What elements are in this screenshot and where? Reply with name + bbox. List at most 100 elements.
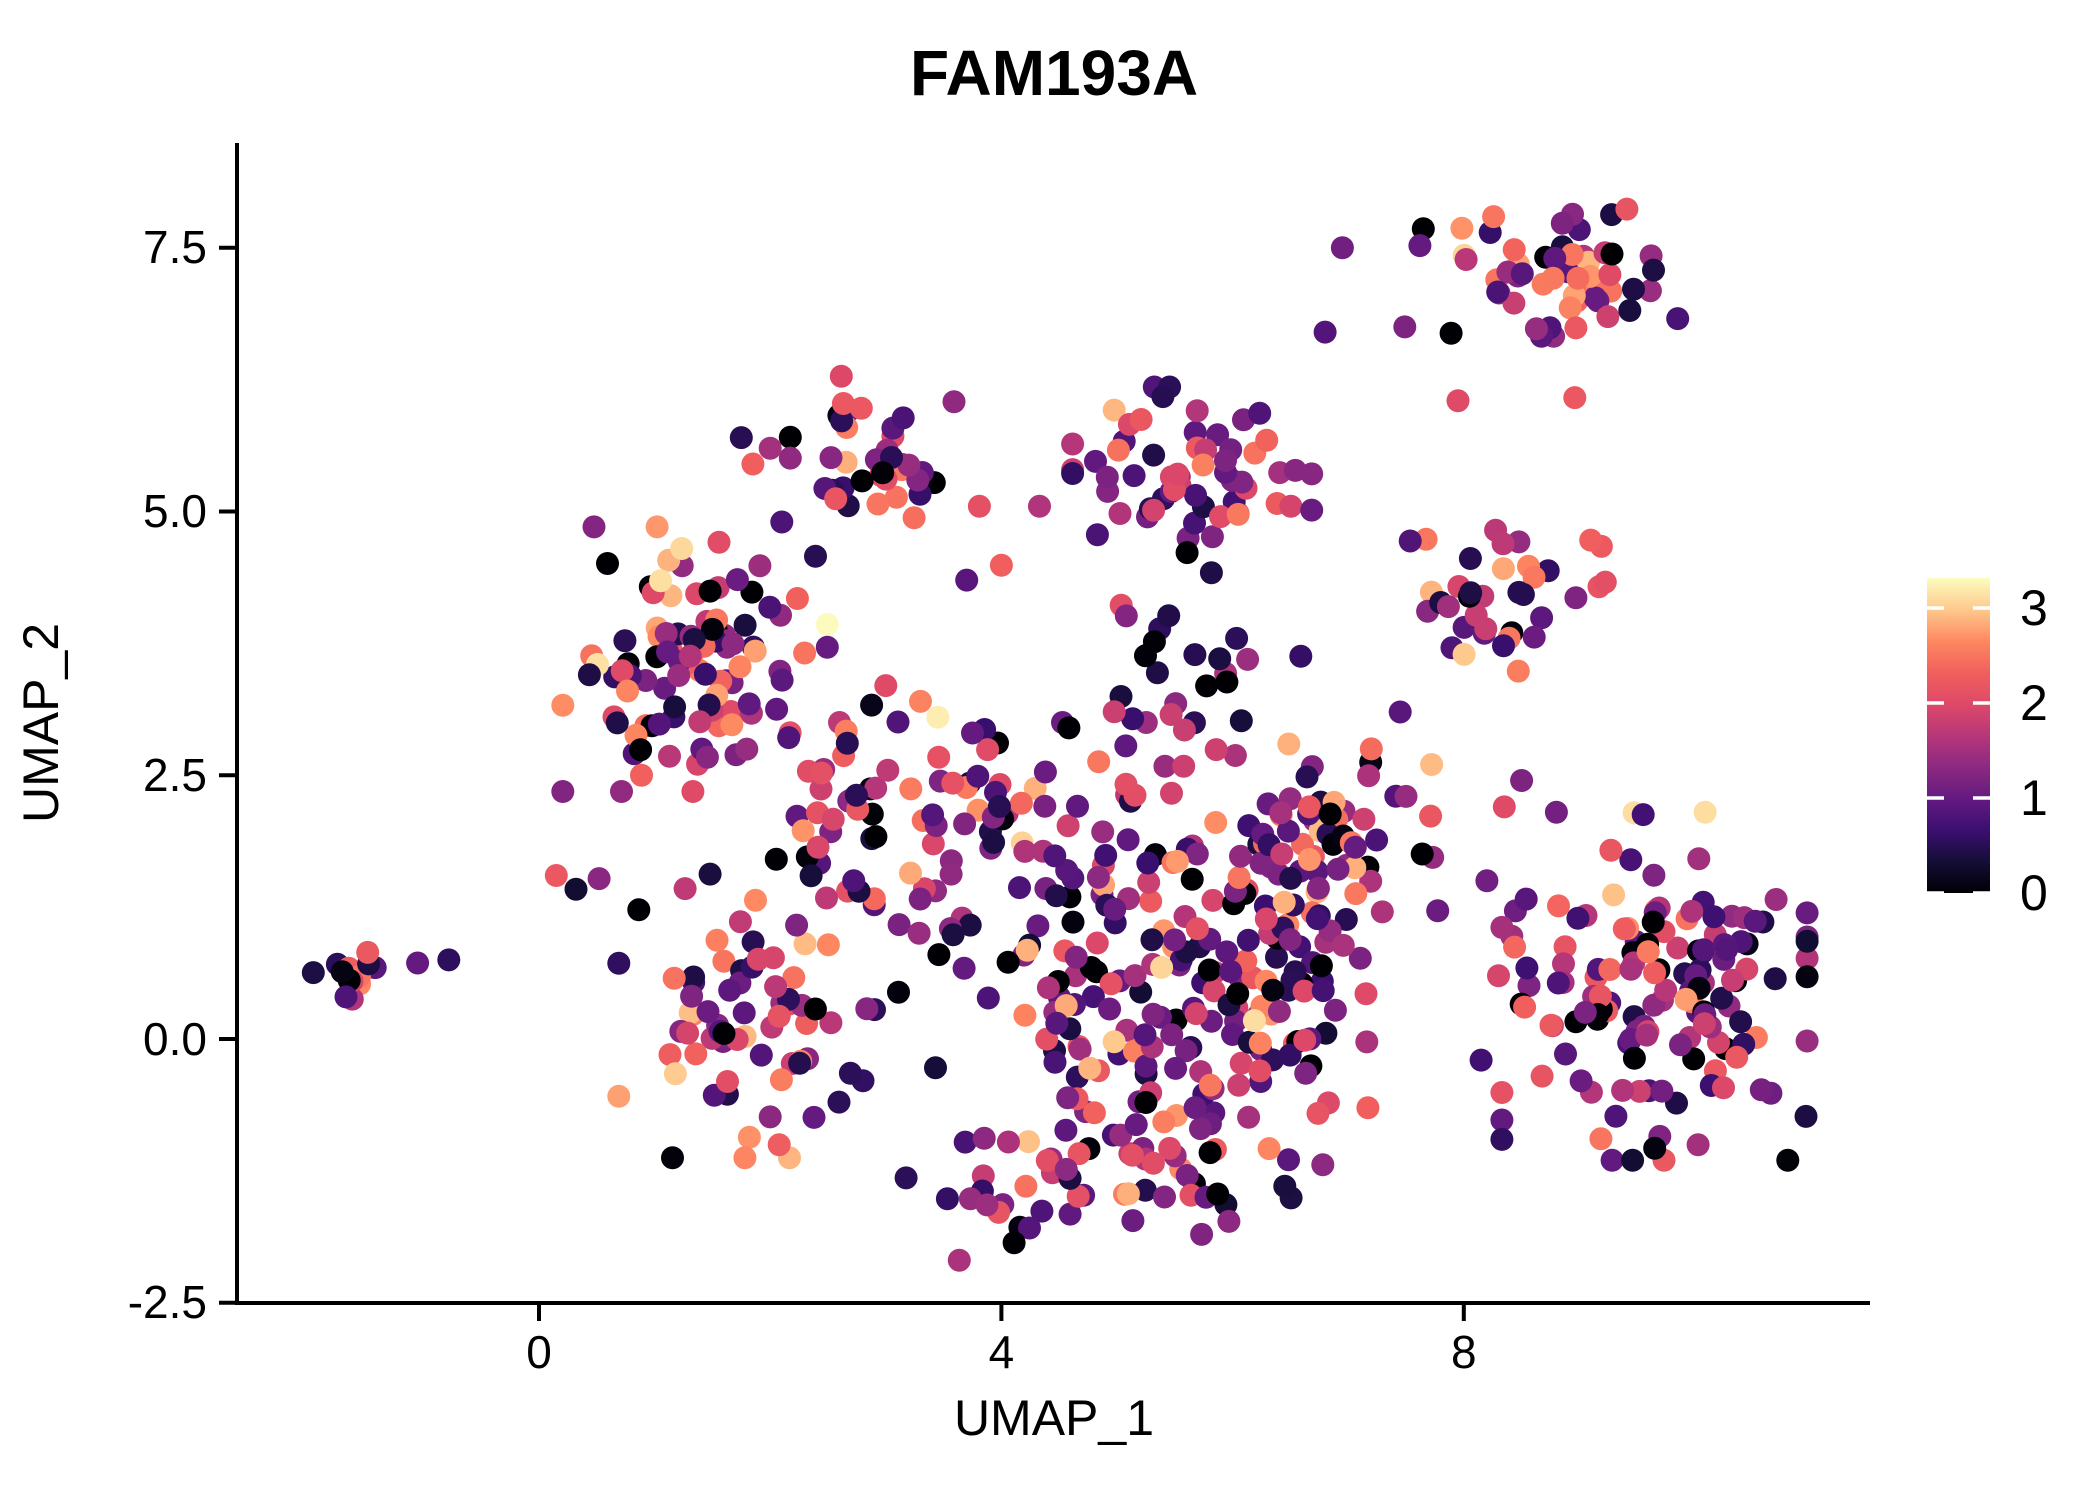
data-point xyxy=(1600,242,1624,266)
data-point xyxy=(1560,243,1584,266)
data-point xyxy=(645,515,669,539)
data-point xyxy=(1295,765,1319,789)
data-point xyxy=(758,1105,782,1129)
data-point xyxy=(1354,982,1378,1006)
data-point xyxy=(1152,1110,1176,1134)
data-point xyxy=(1184,483,1208,507)
data-point xyxy=(1248,401,1272,425)
data-point xyxy=(629,738,653,762)
data-point xyxy=(1344,882,1368,906)
data-point xyxy=(1201,888,1225,912)
data-point xyxy=(1277,1148,1300,1172)
data-point xyxy=(1622,277,1645,301)
data-point xyxy=(1643,961,1667,985)
data-point xyxy=(909,689,932,713)
data-point xyxy=(1248,1031,1272,1055)
data-point xyxy=(681,780,705,803)
data-point xyxy=(712,949,736,973)
data-point xyxy=(1114,604,1138,628)
data-point xyxy=(1085,931,1109,955)
data-point xyxy=(330,960,354,984)
data-point xyxy=(1388,700,1412,724)
data-point xyxy=(707,530,731,554)
data-point xyxy=(1583,286,1607,310)
data-point xyxy=(616,679,639,703)
data-point xyxy=(1776,1148,1800,1172)
data-point xyxy=(1543,246,1567,270)
data-point xyxy=(1184,1002,1208,1026)
data-point xyxy=(1009,791,1033,815)
data-point xyxy=(1419,804,1443,828)
data-point xyxy=(1692,1012,1716,1036)
colorbar-tick-mark xyxy=(1927,701,1944,705)
data-point xyxy=(1712,1076,1735,1100)
data-point xyxy=(1650,1079,1674,1103)
data-point xyxy=(1043,844,1067,868)
data-point xyxy=(1636,940,1660,964)
data-point xyxy=(958,913,982,937)
data-point xyxy=(1160,1023,1184,1047)
data-point xyxy=(1202,979,1226,1003)
data-point xyxy=(1352,807,1376,831)
data-point xyxy=(1227,866,1251,889)
data-point xyxy=(1687,847,1711,871)
data-point xyxy=(1066,1184,1090,1208)
data-point xyxy=(1491,557,1515,581)
data-point xyxy=(1272,890,1296,914)
data-point xyxy=(1137,870,1161,894)
data-point xyxy=(1121,707,1145,731)
data-point xyxy=(1163,928,1187,952)
data-point xyxy=(1502,291,1526,315)
data-point xyxy=(1061,432,1085,456)
data-point xyxy=(587,867,611,891)
data-point xyxy=(1566,906,1590,930)
data-point xyxy=(1408,234,1432,258)
data-point xyxy=(1359,737,1383,761)
data-point xyxy=(1482,205,1506,229)
data-point xyxy=(1278,928,1302,952)
data-point xyxy=(1514,887,1538,911)
data-point xyxy=(663,695,687,719)
data-point xyxy=(1185,842,1209,866)
data-point xyxy=(406,951,430,975)
data-point xyxy=(1459,581,1483,605)
data-point xyxy=(953,812,977,836)
data-point xyxy=(778,425,802,449)
data-point xyxy=(656,640,679,664)
data-point xyxy=(1522,565,1546,589)
data-point xyxy=(1142,498,1166,522)
data-point xyxy=(942,390,966,414)
data-point xyxy=(1642,863,1666,887)
data-point xyxy=(947,1248,971,1272)
data-point xyxy=(1490,1081,1514,1104)
data-point xyxy=(582,515,606,539)
data-point xyxy=(887,980,910,1004)
data-point xyxy=(1279,494,1303,518)
data-point xyxy=(1490,1108,1514,1132)
data-point xyxy=(1420,753,1444,776)
data-point xyxy=(610,780,633,803)
data-point xyxy=(835,731,859,755)
data-point xyxy=(1141,1002,1165,1026)
data-point xyxy=(1153,1185,1176,1209)
data-point xyxy=(907,921,931,945)
data-point xyxy=(1159,703,1183,726)
data-point xyxy=(649,569,673,593)
data-point xyxy=(741,930,765,954)
data-point xyxy=(1056,1086,1080,1110)
data-point xyxy=(1150,955,1174,979)
data-point xyxy=(1204,811,1228,834)
data-point xyxy=(680,984,704,1008)
data-point xyxy=(1108,502,1132,525)
data-point xyxy=(662,966,686,990)
data-point xyxy=(1122,464,1146,488)
data-point xyxy=(1248,1059,1272,1083)
data-point xyxy=(894,1166,918,1190)
data-point xyxy=(1515,956,1539,980)
data-point xyxy=(697,693,721,717)
data-point xyxy=(1043,1050,1067,1074)
y-axis-ticks xyxy=(219,245,237,1305)
data-point xyxy=(1642,258,1665,282)
